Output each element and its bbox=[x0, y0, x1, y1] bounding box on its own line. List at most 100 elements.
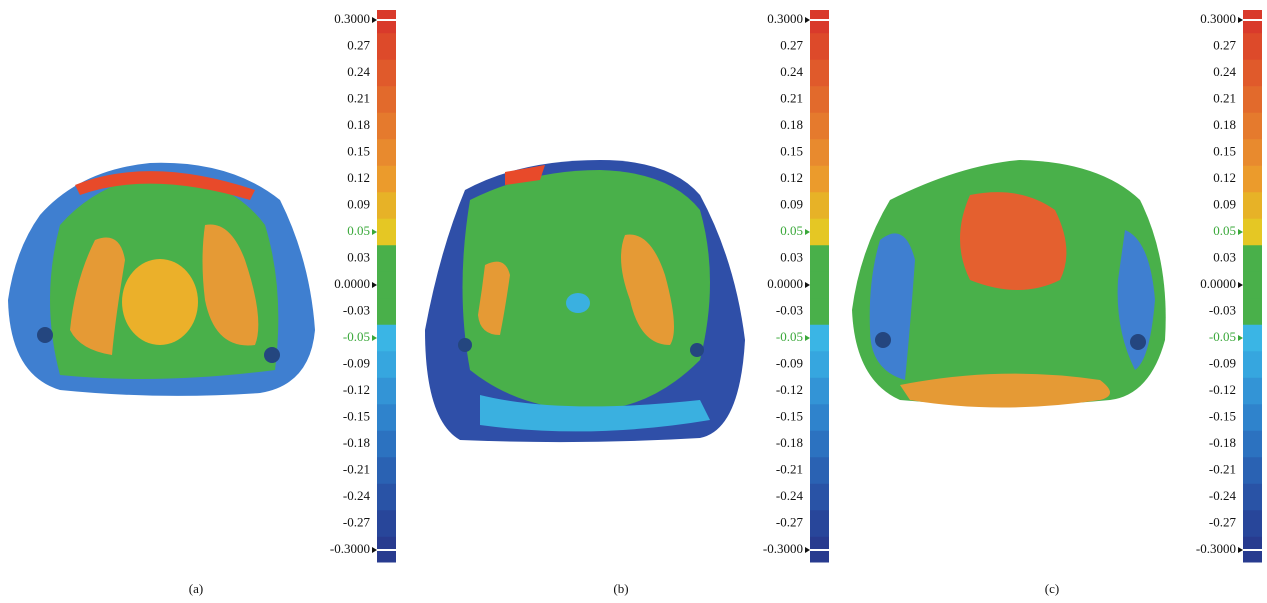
scale-segment bbox=[1243, 33, 1262, 61]
scale-segment bbox=[377, 298, 396, 326]
scale-label: -0.09 bbox=[776, 355, 803, 370]
scale-label: 0.18 bbox=[1213, 117, 1236, 132]
scale-label: 0.03 bbox=[1213, 249, 1236, 264]
scale-label: 0.0000 bbox=[334, 276, 370, 291]
scale-segment bbox=[377, 271, 396, 299]
scale-label: -0.3000 bbox=[763, 541, 803, 556]
scale-segment bbox=[810, 245, 829, 273]
scale-segment bbox=[1243, 10, 1262, 34]
scale-label: 0.15 bbox=[347, 143, 370, 158]
scale-label: 0.24 bbox=[347, 64, 370, 79]
scale-label: 0.09 bbox=[347, 196, 370, 211]
scale-label: -0.18 bbox=[343, 435, 370, 450]
scale-label: 0.15 bbox=[1213, 143, 1236, 158]
scale-segment bbox=[810, 165, 829, 193]
panel-label: (a) bbox=[189, 581, 203, 596]
scale-segment bbox=[1243, 59, 1262, 87]
scale-label: -0.05 bbox=[1209, 329, 1236, 344]
scale-label: -0.12 bbox=[1209, 382, 1236, 397]
scale-label: -0.21 bbox=[776, 461, 803, 476]
scale-label: -0.15 bbox=[776, 408, 803, 423]
scale-segment bbox=[1243, 430, 1262, 458]
scale-segment bbox=[377, 510, 396, 538]
scale-segment bbox=[810, 483, 829, 511]
deviation-map-b bbox=[425, 160, 745, 443]
scale-segment bbox=[810, 271, 829, 299]
scale-pointer bbox=[372, 547, 377, 553]
scale-segment bbox=[377, 112, 396, 140]
scale-label: 0.05 bbox=[1213, 223, 1236, 238]
scale-label: -0.05 bbox=[776, 329, 803, 344]
scale-label: 0.03 bbox=[347, 249, 370, 264]
scale-segment bbox=[377, 245, 396, 273]
scale-segment bbox=[1243, 351, 1262, 379]
scale-label: 0.05 bbox=[347, 223, 370, 238]
scale-segment bbox=[377, 10, 396, 34]
scale-segment bbox=[1243, 192, 1262, 220]
scale-label: 0.27 bbox=[780, 37, 803, 52]
deviation-map-a bbox=[8, 162, 315, 396]
scale-label: 0.0000 bbox=[1200, 276, 1236, 291]
scale-label: 0.12 bbox=[1213, 170, 1236, 185]
deviation-map-c bbox=[852, 160, 1166, 408]
scale-segment bbox=[810, 33, 829, 61]
scale-pointer bbox=[805, 229, 810, 235]
scale-label: -0.03 bbox=[343, 302, 370, 317]
scale-segment bbox=[810, 377, 829, 405]
scale-segment bbox=[1243, 86, 1262, 114]
scale-pointer bbox=[372, 229, 377, 235]
scale-label: 0.09 bbox=[1213, 196, 1236, 211]
scale-segment bbox=[377, 324, 396, 352]
scale-label: 0.15 bbox=[780, 143, 803, 158]
scale-segment bbox=[810, 59, 829, 87]
scale-segment bbox=[810, 457, 829, 485]
scale-pointer bbox=[1238, 335, 1243, 341]
scale-label: -0.03 bbox=[776, 302, 803, 317]
scale-label: -0.27 bbox=[1209, 514, 1237, 529]
scale-pointer bbox=[1238, 229, 1243, 235]
scale-segment bbox=[1243, 298, 1262, 326]
scale-segment bbox=[377, 430, 396, 458]
scale-label: -0.12 bbox=[343, 382, 370, 397]
scale-label: -0.24 bbox=[1209, 488, 1237, 503]
scale-segment bbox=[377, 404, 396, 432]
scale-segment bbox=[1243, 404, 1262, 432]
scale-segment bbox=[377, 59, 396, 87]
scale-segment bbox=[1243, 457, 1262, 485]
scale-label: -0.05 bbox=[343, 329, 370, 344]
scale-label: -0.12 bbox=[776, 382, 803, 397]
scale-segment bbox=[377, 165, 396, 193]
scale-label: -0.21 bbox=[1209, 461, 1236, 476]
scale-segment bbox=[810, 404, 829, 432]
scale-label: 0.12 bbox=[347, 170, 370, 185]
scale-label: 0.24 bbox=[1213, 64, 1236, 79]
scale-label: 0.27 bbox=[1213, 37, 1236, 52]
scale-pointer bbox=[805, 17, 810, 23]
scale-label: 0.27 bbox=[347, 37, 370, 52]
scale-segment bbox=[810, 86, 829, 114]
scale-label: -0.18 bbox=[776, 435, 803, 450]
scale-segment bbox=[1243, 218, 1262, 246]
scale-label: -0.21 bbox=[343, 461, 370, 476]
scale-segment bbox=[1243, 112, 1262, 140]
scale-label: 0.09 bbox=[780, 196, 803, 211]
scale-label: 0.3000 bbox=[767, 11, 803, 26]
scale-label: -0.24 bbox=[776, 488, 804, 503]
scale-label: -0.09 bbox=[343, 355, 370, 370]
scale-label: 0.3000 bbox=[334, 11, 370, 26]
scale-label: 0.18 bbox=[347, 117, 370, 132]
scale-segment bbox=[810, 430, 829, 458]
scale-segment bbox=[810, 10, 829, 34]
scale-pointer bbox=[372, 17, 377, 23]
panel-label: (c) bbox=[1045, 581, 1059, 596]
scale-label: 0.05 bbox=[780, 223, 803, 238]
scale-label: -0.3000 bbox=[330, 541, 370, 556]
scale-segment bbox=[1243, 324, 1262, 352]
scale-pointer bbox=[805, 282, 810, 288]
scale-segment bbox=[810, 298, 829, 326]
scale-label: 0.21 bbox=[1213, 90, 1236, 105]
scale-segment bbox=[1243, 271, 1262, 299]
scale-segment bbox=[810, 510, 829, 538]
scale-segment bbox=[377, 351, 396, 379]
scale-label: 0.12 bbox=[780, 170, 803, 185]
